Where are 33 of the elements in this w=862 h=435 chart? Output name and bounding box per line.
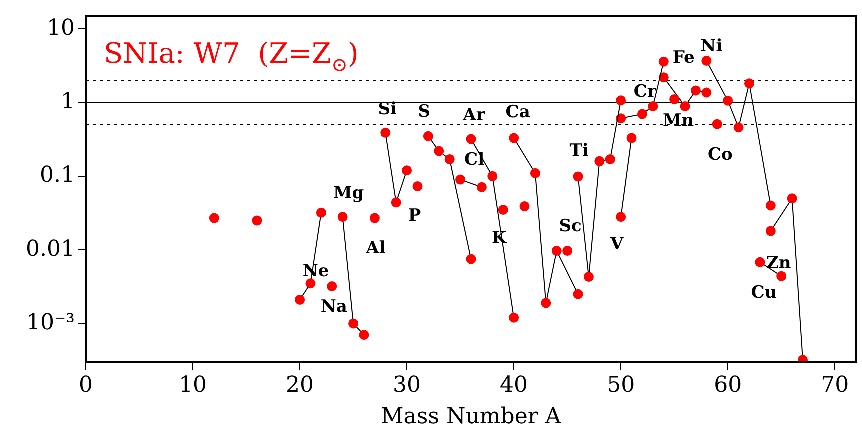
series-label: Ni [700,36,724,56]
series-label: Na [320,296,348,317]
y-tick-label: 0.01 [26,236,75,262]
series-label: P [408,206,422,226]
series-label: Cl [464,150,486,170]
series-label: Mn [662,110,694,131]
x-tick-label: 40 [500,373,528,398]
x-tick-label: 50 [607,373,636,398]
x-tick-label: 60 [714,373,742,398]
series-label: Zn [766,254,792,274]
series-label: Cu [751,282,778,303]
series-label: Al [365,238,386,259]
x-tick-label: 20 [286,373,314,398]
y-tick-label: 10 [47,16,75,41]
series-label: Mg [333,184,364,204]
x-tick-label: 30 [393,373,422,398]
series-label: Ar [462,106,486,126]
x-tick-label: 0 [79,373,93,398]
series-label: Sc [559,216,582,236]
series-label: V [609,234,624,255]
series-label: Ca [506,102,530,123]
y-tick-label: 1 [61,90,75,115]
series-label: Co [708,144,733,165]
y-tick-label: 10⁻³ [26,310,75,336]
series-label: S [418,102,431,122]
y-tick-label: 0.1 [40,163,75,188]
series-label: Fe [672,48,696,68]
text: SNIa: W7 (Z=Z⊙) [104,37,359,77]
x-tick-label: 10 [179,373,208,398]
x-tick-label: 70 [821,373,850,398]
x-axis-title: Mass Number A [381,404,562,430]
series-label: Cr [634,82,658,102]
series-label: Ti [570,141,590,162]
